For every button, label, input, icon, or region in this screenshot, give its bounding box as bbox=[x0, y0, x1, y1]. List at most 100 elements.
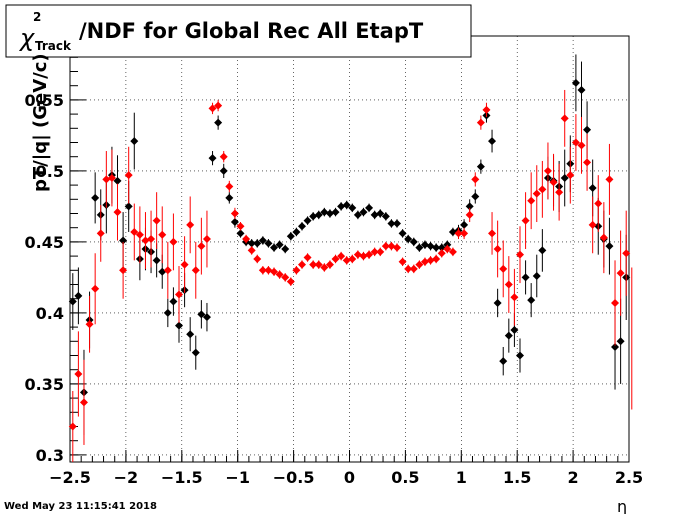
data-point bbox=[191, 348, 200, 357]
y-tick-label: 0.5 bbox=[36, 162, 64, 181]
data-point bbox=[611, 298, 620, 307]
data-point bbox=[180, 260, 189, 269]
data-point bbox=[348, 254, 357, 263]
data-point bbox=[404, 264, 413, 273]
data-point bbox=[152, 256, 161, 265]
data-point bbox=[158, 230, 167, 239]
data-point bbox=[242, 235, 251, 244]
data-point bbox=[448, 247, 457, 256]
data-point bbox=[359, 208, 368, 217]
data-point bbox=[622, 249, 631, 258]
data-point bbox=[393, 243, 402, 252]
data-point bbox=[281, 245, 290, 253]
data-point bbox=[359, 252, 368, 261]
data-point bbox=[91, 284, 100, 293]
data-point bbox=[465, 202, 474, 211]
data-point bbox=[186, 330, 195, 339]
x-tick-label: 1 bbox=[456, 468, 467, 487]
data-point bbox=[348, 203, 357, 212]
data-point bbox=[499, 264, 508, 273]
data-point bbox=[303, 253, 312, 262]
data-point bbox=[314, 210, 323, 219]
data-point bbox=[437, 243, 446, 252]
data-point bbox=[236, 229, 245, 238]
data-point bbox=[415, 243, 424, 252]
data-point bbox=[432, 254, 441, 263]
data-point bbox=[521, 273, 530, 282]
data-point bbox=[186, 220, 195, 229]
data-point bbox=[342, 200, 351, 209]
data-point bbox=[230, 218, 239, 227]
data-point bbox=[292, 266, 301, 275]
data-point bbox=[605, 175, 614, 184]
data-point bbox=[583, 125, 592, 134]
data-point bbox=[130, 227, 139, 236]
y-tick-label: 0.45 bbox=[25, 233, 64, 252]
data-point bbox=[169, 237, 178, 246]
title-box: χ 2 Track /NDF for Global Rec All EtapT bbox=[5, 4, 472, 58]
x-tick-label: 0.5 bbox=[391, 468, 419, 487]
data-point bbox=[79, 398, 88, 407]
data-point bbox=[141, 236, 150, 245]
data-point bbox=[510, 325, 519, 334]
data-point bbox=[370, 210, 379, 219]
x-tick-label: −0.5 bbox=[273, 468, 315, 487]
data-point bbox=[264, 239, 273, 248]
y-tick-label: 0.4 bbox=[36, 304, 64, 323]
data-point bbox=[258, 236, 267, 245]
data-point bbox=[611, 342, 620, 351]
data-point bbox=[353, 250, 362, 259]
x-axis: −2.5 −2 −1.5 −1 −0.5 0 0.5 1 1.5 2 2.5 bbox=[49, 450, 643, 487]
data-point bbox=[605, 242, 614, 251]
data-point bbox=[113, 208, 122, 217]
data-point bbox=[309, 212, 318, 221]
y-tick-label: 0.55 bbox=[25, 91, 64, 110]
data-point bbox=[532, 271, 541, 280]
data-point bbox=[588, 183, 597, 192]
data-point bbox=[270, 243, 279, 252]
data-point bbox=[275, 240, 284, 249]
y-tick-label: 0.3 bbox=[36, 446, 64, 465]
data-point bbox=[583, 158, 592, 167]
data-point bbox=[398, 257, 407, 266]
data-point bbox=[309, 260, 318, 269]
x-tick-label: 2.5 bbox=[615, 468, 643, 487]
data-point bbox=[376, 247, 385, 256]
data-point bbox=[275, 270, 284, 279]
data-point bbox=[225, 193, 234, 202]
x-tick-label: −2 bbox=[114, 468, 139, 487]
data-point bbox=[555, 188, 564, 197]
data-point bbox=[253, 254, 262, 263]
data-point bbox=[85, 320, 94, 329]
data-point bbox=[96, 229, 105, 238]
data-point bbox=[504, 331, 513, 340]
data-point bbox=[247, 246, 256, 255]
data-point bbox=[74, 369, 83, 378]
data-point bbox=[91, 193, 100, 202]
data-point bbox=[175, 321, 184, 330]
data-point bbox=[314, 260, 323, 269]
data-point bbox=[325, 209, 334, 218]
data-point bbox=[381, 212, 390, 221]
data-point bbox=[214, 118, 223, 127]
data-point bbox=[158, 267, 167, 276]
data-point bbox=[191, 266, 200, 275]
data-point bbox=[499, 357, 508, 366]
data-point bbox=[107, 174, 116, 182]
data-point bbox=[527, 196, 536, 205]
data-point bbox=[409, 264, 418, 273]
data-point bbox=[588, 220, 597, 229]
data-point bbox=[415, 260, 424, 269]
data-point bbox=[297, 222, 306, 231]
data-point bbox=[437, 249, 446, 258]
y-tick-label: 0.35 bbox=[25, 375, 64, 394]
data-point bbox=[571, 138, 580, 147]
data-point bbox=[381, 242, 390, 251]
data-point bbox=[538, 185, 547, 194]
data-point bbox=[102, 175, 111, 184]
data-point bbox=[409, 237, 418, 246]
data-point bbox=[454, 229, 463, 238]
data-point bbox=[543, 166, 552, 175]
data-point bbox=[488, 229, 497, 238]
